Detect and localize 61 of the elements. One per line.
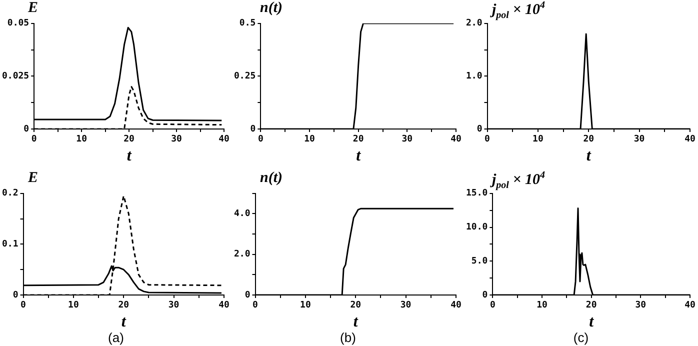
y-tick-label: 4.0 <box>234 209 250 220</box>
x-tick-label: 20 <box>118 300 130 311</box>
y-tick-label: 0 <box>24 124 30 134</box>
x-tick-label: 30 <box>400 300 412 311</box>
x-tick-label: 20 <box>350 300 362 311</box>
x-axis-title: t <box>356 148 362 165</box>
y-axis-title: E <box>28 170 38 187</box>
y-tick-label: 2.0 <box>466 18 482 29</box>
x-tick-label: 30 <box>168 300 180 311</box>
x-tick-label: 10 <box>304 134 315 145</box>
x-tick-label: 10 <box>68 300 79 311</box>
y-tick-label: 10.0 <box>466 222 488 233</box>
y-tick-label: 0.2 <box>2 188 18 199</box>
y-axis-title: E <box>28 0 38 17</box>
y-tick-label: 0 <box>476 124 482 134</box>
x-tick-label: 20 <box>352 134 364 145</box>
x-tick-label: 40 <box>450 134 462 145</box>
x-tick-label: 10 <box>532 134 544 145</box>
x-tick-label: 0 <box>31 134 37 145</box>
text: (a) <box>107 330 125 345</box>
x-axis-title: t <box>353 314 358 331</box>
x-axis-title: t <box>126 148 132 165</box>
x-axis-title: t <box>121 314 126 331</box>
x-tick-label: 20 <box>124 134 134 145</box>
text: (c) <box>572 330 590 345</box>
y-tick-label: 0 <box>250 124 256 134</box>
x-axis-title: t <box>586 148 592 165</box>
x-tick-label: 20 <box>583 134 594 145</box>
y-tick-label: 0.5 <box>239 18 256 29</box>
x-tick-label: 40 <box>684 300 696 311</box>
x-tick-label: 40 <box>218 134 230 145</box>
y-tick-label: 1.0 <box>466 72 482 82</box>
y-tick-label: 15.0 <box>466 188 488 199</box>
x-tick-label: 0 <box>490 300 496 311</box>
y-tick-label: 0.025 <box>2 72 30 82</box>
x-tick-label: 30 <box>171 134 182 145</box>
x-tick-label: 10 <box>536 300 548 311</box>
x-tick-label: 40 <box>218 300 230 311</box>
y-axis-title: n(t) <box>260 0 282 17</box>
x-tick-label: 20 <box>586 300 597 311</box>
y-tick-label: 5.0 <box>471 256 488 266</box>
y-axis-title: n(t) <box>260 170 282 187</box>
x-tick-label: 10 <box>76 134 87 145</box>
y-axis-title: j$_{pol}$ × 10$^{4}$ <box>492 0 546 21</box>
x-tick-label: 30 <box>634 134 645 145</box>
x-tick-label: 40 <box>684 134 696 145</box>
x-tick-label: 30 <box>402 134 413 145</box>
x-tick-label: 10 <box>300 300 311 311</box>
x-tick-label: 40 <box>450 300 462 311</box>
y-tick-label: 0.25 <box>234 72 256 82</box>
x-axis-title: t <box>589 314 594 331</box>
y-tick-label: 0 <box>244 290 250 300</box>
y-tick-label: 0.1 <box>2 240 18 250</box>
y-tick-label: 0 <box>482 290 488 300</box>
x-tick-label: 0 <box>258 134 264 145</box>
y-tick-label: 0 <box>12 290 18 300</box>
y-tick-label: 0.05 <box>7 18 30 29</box>
x-tick-label: 30 <box>635 300 646 311</box>
y-axis-title: j$_{pol}$ × 10$^{4}$ <box>492 170 546 191</box>
text: (b) <box>339 330 357 345</box>
y-tick-label: 2.0 <box>234 250 250 260</box>
